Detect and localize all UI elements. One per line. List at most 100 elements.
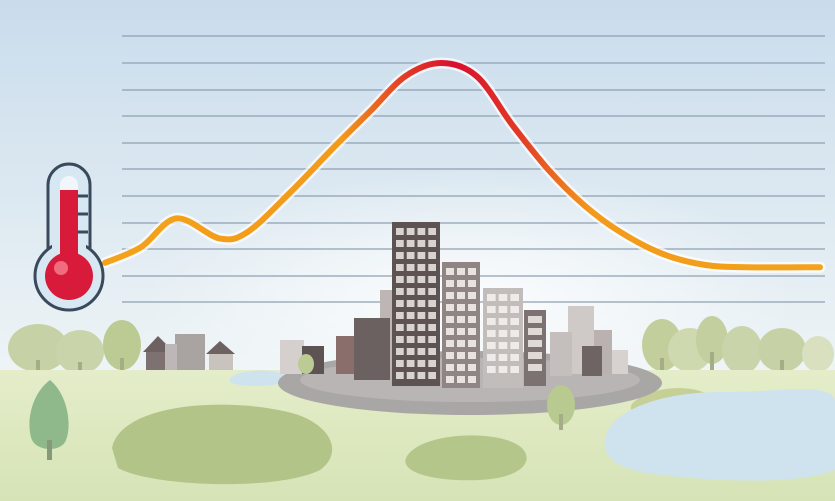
building-window xyxy=(428,360,436,367)
building-window xyxy=(396,240,404,247)
building-window xyxy=(396,372,404,379)
building-window xyxy=(528,340,542,347)
building-window xyxy=(417,372,426,379)
building-window xyxy=(417,228,426,235)
tree-icon xyxy=(29,380,69,460)
building-window xyxy=(396,264,404,271)
building-window xyxy=(446,364,454,371)
tree-icon xyxy=(56,330,104,374)
building-window xyxy=(417,336,426,343)
building-window xyxy=(510,330,519,337)
building-window xyxy=(487,306,496,313)
building-window xyxy=(528,328,542,335)
office-building-icon xyxy=(354,318,390,380)
building-window xyxy=(428,228,436,235)
building-window xyxy=(417,348,426,355)
building-window xyxy=(498,342,508,349)
building-window xyxy=(446,268,454,275)
building-window xyxy=(406,252,415,259)
suburban-houses xyxy=(143,334,235,374)
building-window xyxy=(446,304,454,311)
building-window xyxy=(510,306,519,313)
pond-icon xyxy=(229,370,287,386)
building-window xyxy=(406,264,415,271)
building-window xyxy=(468,280,476,287)
building-window xyxy=(510,294,519,301)
tree-icon xyxy=(696,316,728,372)
building-window xyxy=(406,276,415,283)
building-window xyxy=(498,330,508,337)
building-window xyxy=(457,316,465,323)
building-window xyxy=(446,292,454,299)
building-window xyxy=(487,318,496,325)
building-window xyxy=(406,300,415,307)
building-window xyxy=(487,294,496,301)
building-window xyxy=(428,348,436,355)
office-building-icon xyxy=(336,336,358,374)
building-window xyxy=(406,288,415,295)
building-window xyxy=(498,306,508,313)
building-window xyxy=(428,372,436,379)
building-window xyxy=(528,364,542,371)
building-window xyxy=(396,348,404,355)
building-window xyxy=(428,276,436,283)
building-window xyxy=(396,300,404,307)
building-window xyxy=(417,312,426,319)
building-window xyxy=(417,252,426,259)
building-window xyxy=(406,348,415,355)
tree-icon xyxy=(103,320,141,374)
building-window xyxy=(417,276,426,283)
building-window xyxy=(446,352,454,359)
temperature-curve xyxy=(102,60,823,271)
building-window xyxy=(487,366,496,373)
building-window xyxy=(457,364,465,371)
building-window xyxy=(446,340,454,347)
tree-icon xyxy=(8,324,68,374)
office-building-icon xyxy=(582,346,602,376)
building-window xyxy=(457,376,465,383)
building-window xyxy=(428,240,436,247)
building-window xyxy=(417,300,426,307)
building-window xyxy=(396,252,404,259)
building-window xyxy=(498,354,508,361)
building-window xyxy=(457,328,465,335)
office-building-icon xyxy=(550,332,572,376)
building-window xyxy=(468,352,476,359)
building-window xyxy=(446,376,454,383)
building-window xyxy=(457,280,465,287)
building-window xyxy=(428,252,436,259)
building-window xyxy=(406,336,415,343)
building-window xyxy=(510,366,519,373)
building-window xyxy=(396,288,404,295)
building-window xyxy=(468,328,476,335)
building-window xyxy=(468,268,476,275)
building-window xyxy=(396,324,404,331)
building-window xyxy=(446,280,454,287)
building-window xyxy=(468,304,476,311)
building-window xyxy=(417,240,426,247)
building-window xyxy=(468,376,476,383)
right-tree-group xyxy=(642,316,834,374)
building-window xyxy=(457,340,465,347)
building-window xyxy=(406,228,415,235)
building-window xyxy=(406,372,415,379)
building-window xyxy=(468,316,476,323)
building-window xyxy=(498,318,508,325)
building-window xyxy=(457,352,465,359)
building-window xyxy=(406,324,415,331)
foreground-trees xyxy=(29,354,575,460)
pond-icon xyxy=(604,389,835,481)
building-window xyxy=(468,340,476,347)
building-window xyxy=(457,292,465,299)
building-window xyxy=(406,360,415,367)
building-window xyxy=(396,228,404,235)
building-window xyxy=(498,294,508,301)
building-window xyxy=(446,316,454,323)
building-window xyxy=(417,360,426,367)
building-window xyxy=(428,312,436,319)
building-window xyxy=(417,288,426,295)
temperature-grid-lines xyxy=(122,35,825,303)
tree-icon xyxy=(547,385,575,430)
